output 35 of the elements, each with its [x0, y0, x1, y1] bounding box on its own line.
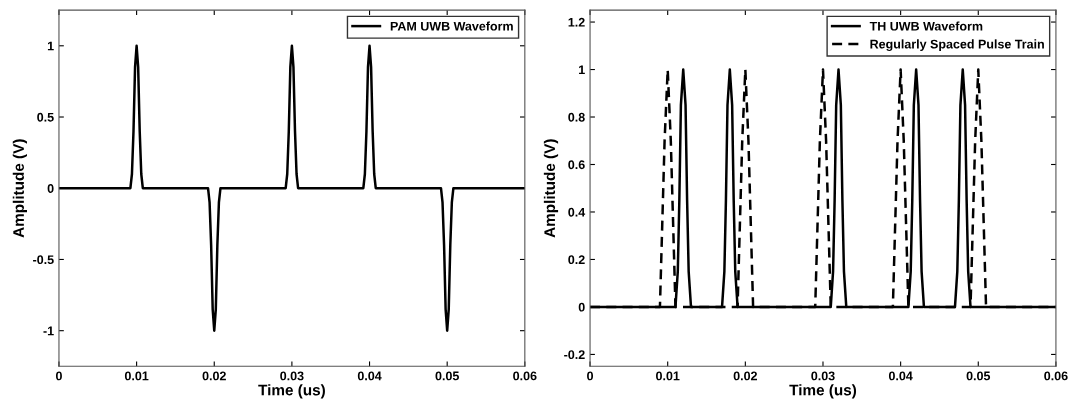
x-axis-title: Time (us)	[789, 384, 857, 399]
y-tick-label: 0	[47, 184, 54, 193]
x-tick-label: 0.04	[888, 371, 913, 381]
y-tick-label: -0.2	[564, 350, 585, 360]
x-tick-label: 0.01	[656, 371, 680, 381]
y-tick-label: 0.4	[568, 207, 586, 217]
x-tick-label: 0.05	[435, 371, 459, 381]
x-tick-label: 0.06	[513, 371, 537, 381]
y-tick-label: -1	[43, 326, 54, 336]
y-tick-label: 1.2	[568, 17, 585, 27]
x-tick-label: 0	[55, 371, 62, 381]
legend-label: TH UWB Waveform	[869, 21, 983, 31]
y-tick-label: 0.6	[568, 160, 585, 170]
legend-label: PAM UWB Waveform	[390, 21, 513, 31]
y-tick-label: 0	[578, 302, 585, 312]
x-tick-label: 0.02	[733, 371, 758, 381]
y-axis-title: Amplitude (V)	[12, 139, 28, 238]
y-tick-label: 1	[47, 41, 54, 51]
x-tick-label: 0.03	[280, 371, 304, 381]
y-tick-label: 0.5	[37, 112, 54, 122]
y-tick-label: 0.2	[568, 255, 585, 265]
x-tick-label: 0	[587, 371, 594, 381]
x-axis-title: Time (us)	[258, 384, 325, 399]
y-tick-label: 0.8	[568, 112, 585, 122]
line-series	[58, 44, 525, 332]
y-tick-label: 1	[579, 65, 585, 75]
x-tick-label: 0.04	[357, 371, 382, 381]
y-axis-title: Amplitude (V)	[543, 139, 559, 238]
x-tick-label: 0.01	[124, 371, 149, 381]
x-tick-label: 0.03	[811, 371, 835, 381]
x-tick-label: 0.02	[202, 371, 226, 381]
x-tick-label: 0.06	[1044, 371, 1068, 381]
legend-label: Regularly Spaced Pulse Train	[870, 39, 1044, 52]
x-tick-label: 0.05	[966, 371, 991, 381]
y-tick-label: -0.5	[33, 255, 54, 265]
